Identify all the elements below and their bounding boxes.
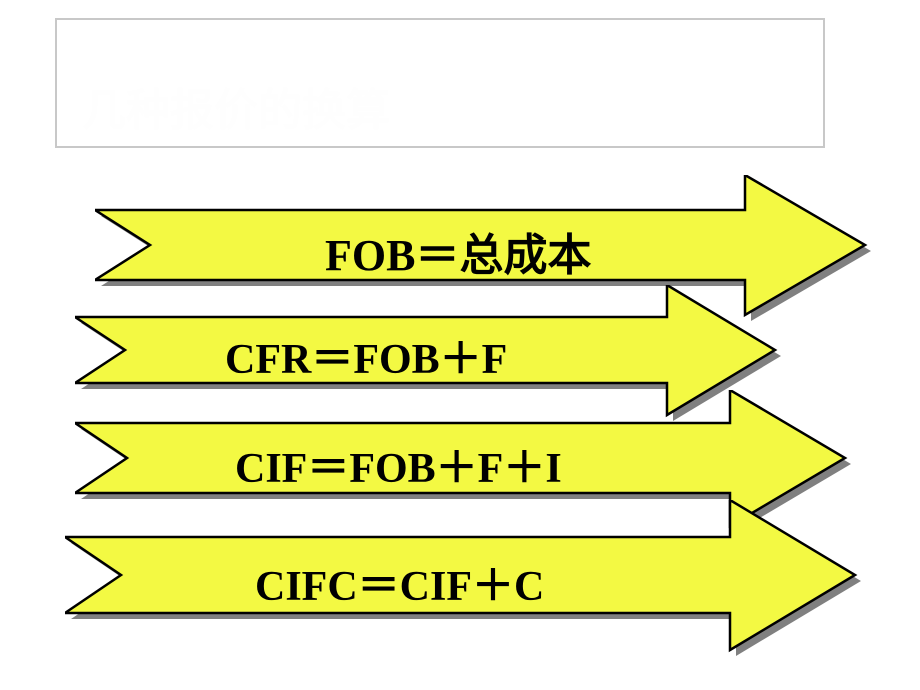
title-text: 几种报价的换算 (82, 74, 390, 138)
title-box: 几种报价的换算 (55, 18, 825, 148)
arrow-label-2: CIF＝FOB＋F＋I (235, 434, 562, 495)
arrow-label-3: CIFC＝CIF＋C (255, 552, 544, 613)
arrow-label-1: CFR＝FOB＋F (225, 325, 507, 386)
arrow-label-0: FOB＝总成本 (325, 219, 591, 283)
arrow-3: CIFC＝CIF＋C (65, 500, 865, 660)
